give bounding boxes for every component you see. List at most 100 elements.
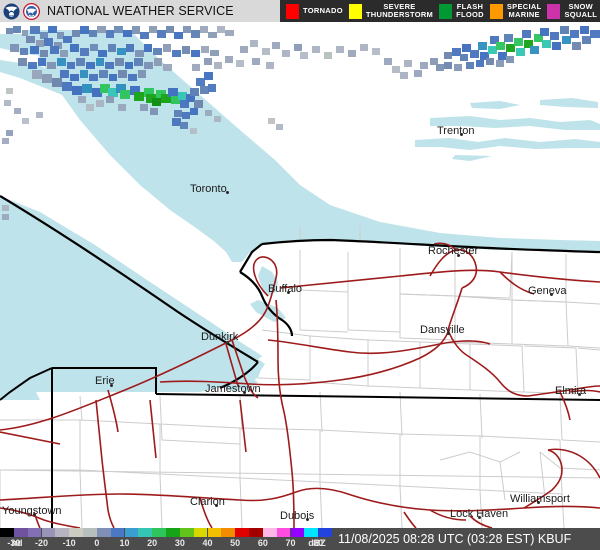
city-label-clarion: Clarion: [190, 496, 225, 508]
highways: [0, 242, 600, 528]
city-dot-dubois: [306, 518, 309, 521]
water-trenton-e: [452, 155, 492, 161]
city-label-lock-haven: Lock Haven: [450, 508, 509, 520]
dbz-color-stop: [110, 528, 125, 537]
special-marine-color-swatch: [489, 3, 503, 19]
alert-legend-item-flash-flood[interactable]: FLASH FLOOD: [439, 0, 484, 22]
city-dot-erie: [110, 384, 113, 387]
dbz-tick-nd: nd: [11, 538, 23, 548]
dbz-color-stop: [304, 528, 319, 537]
dbz-color-stop: [166, 528, 180, 537]
city-label-dunkirk: Dunkirk: [201, 331, 239, 343]
noaa-logo: [3, 3, 20, 20]
nws-brand[interactable]: NATIONAL WEATHER SERVICE: [0, 0, 280, 22]
nws-logo: [23, 2, 40, 20]
dbz-tick-60: 60: [257, 538, 268, 548]
city-dot-toronto: [226, 191, 229, 194]
dbz-tick-10: 10: [119, 538, 130, 548]
water-trenton-b: [415, 138, 600, 150]
city-dot-elmira: [578, 393, 581, 396]
dbz-color-stop: [249, 528, 263, 537]
city-label-williamsport: Williamsport: [510, 493, 570, 505]
alert-legend-item-tornado[interactable]: TORNADO: [286, 0, 343, 22]
dbz-color-stop: [0, 528, 14, 537]
radar-map[interactable]: Toronto Trenton Rochester Geneva Buffalo…: [0, 0, 600, 528]
alert-label-severe-thunderstorm: SEVERE THUNDERSTORM: [365, 1, 434, 19]
dbz-color-stop: [221, 528, 236, 537]
city-dot-trenton: [460, 133, 463, 136]
dbz-color-stop: [276, 528, 291, 537]
city-label-youngstown: Youngstown: [2, 505, 62, 517]
city-label-trenton: Trenton: [437, 125, 475, 137]
city-dot-rochester: [457, 254, 460, 257]
city-dot-williamsport: [537, 501, 540, 504]
dbz-tick-80: 80: [313, 538, 324, 548]
dbz-tick--10: -10: [62, 538, 76, 548]
dbz-color-stop: [179, 528, 194, 537]
dbz-color-stop: [138, 528, 153, 537]
dbz-color-stop: [193, 528, 208, 537]
dbz-color-stop: [124, 528, 139, 537]
alert-legend-item-snow-squall[interactable]: SNOW SQUALL: [547, 0, 597, 22]
small-lake-b: [22, 212, 40, 222]
water-trenton-a: [430, 116, 600, 130]
dbz-tick-70: 70: [285, 538, 296, 548]
city-dot-dunkirk: [226, 341, 229, 344]
tornado-color-swatch: [286, 3, 299, 19]
dbz-tick-20: 20: [147, 538, 158, 548]
dbz-color-stop: [152, 528, 166, 537]
city-label-elmira: Elmira: [555, 385, 587, 397]
dbz-tick-0: 0: [94, 538, 100, 548]
dbz-color-stop: [96, 528, 111, 537]
dbz-color-stop: [290, 528, 305, 537]
snow-squall-color-swatch: [547, 3, 561, 19]
dbz-color-stop: [318, 528, 332, 537]
city-label-jamestown: Jamestown: [205, 383, 261, 395]
dbz-tick--20: -20: [34, 538, 49, 548]
dbz-color-stop: [262, 528, 277, 537]
brand-title: NATIONAL WEATHER SERVICE: [47, 4, 234, 18]
alert-legend-item-special-marine[interactable]: SPECIAL MARINE: [489, 0, 542, 22]
dbz-color-stop: [41, 528, 56, 537]
city-dot-dansville: [447, 332, 450, 335]
state-borders: [0, 195, 600, 528]
dbz-tick--30: -30: [7, 538, 21, 548]
small-lake-a: [58, 338, 80, 346]
city-label-rochester: Rochester: [428, 245, 479, 257]
dbz-color-stop: [55, 528, 70, 537]
water-trenton-c: [470, 101, 520, 109]
dbz-color-stop: [235, 528, 249, 537]
city-dot-jamestown: [243, 391, 246, 394]
alert-label-flash-flood: FLASH FLOOD: [456, 1, 484, 19]
alert-label-snow-squall: SNOW SQUALL: [564, 1, 598, 19]
map-canvas: [0, 26, 600, 528]
dbz-colorbar[interactable]: nd dBZ -30 -20 -10 0 10 20 30 40 50 60 70 80: [0, 528, 332, 550]
dbz-color-stop: [27, 528, 42, 537]
severe-thunderstorm-color-swatch: [348, 3, 362, 19]
flash-flood-color-swatch: [439, 3, 453, 19]
city-dot-buffalo: [287, 291, 290, 294]
dbz-tick-40: 40: [202, 538, 213, 548]
city-dot-geneva: [550, 293, 553, 296]
city-label-dansville: Dansville: [420, 324, 465, 336]
app-header: NATIONAL WEATHER SERVICE TORNADO SEVERE …: [0, 0, 600, 22]
alert-legend-item-severe-thunderstorm[interactable]: SEVERE THUNDERSTORM: [348, 0, 434, 22]
dbz-tick-50: 50: [230, 538, 241, 548]
dbz-color-stop: [207, 528, 222, 537]
alert-label-special-marine: SPECIAL MARINE: [506, 1, 542, 19]
dbz-color-stop: [69, 528, 83, 537]
dbz-color-stop: [13, 528, 28, 537]
city-dot-lock-haven: [478, 516, 481, 519]
city-label-erie: Erie: [95, 375, 115, 387]
dbz-colorbar-ticks: nd dBZ -30 -20 -10 0 10 20 30 40 50 60 70 80: [0, 537, 332, 550]
city-label-dubois: Dubois: [280, 510, 315, 522]
status-bar: nd dBZ -30 -20 -10 0 10 20 30 40 50 60 70 80 11/08/…: [0, 528, 600, 550]
radar-echoes: [2, 26, 600, 220]
city-label-buffalo: Buffalo: [268, 283, 303, 295]
dbz-colorbar-gradient: [0, 528, 332, 537]
city-label-toronto: Toronto: [190, 183, 227, 195]
city-dot-youngstown: [33, 513, 36, 516]
city-label-geneva: Geneva: [528, 285, 567, 297]
alert-legend: TORNADO SEVERE THUNDERSTORM FLASH FLOOD …: [280, 0, 600, 22]
alert-label-tornado: TORNADO: [303, 5, 343, 15]
